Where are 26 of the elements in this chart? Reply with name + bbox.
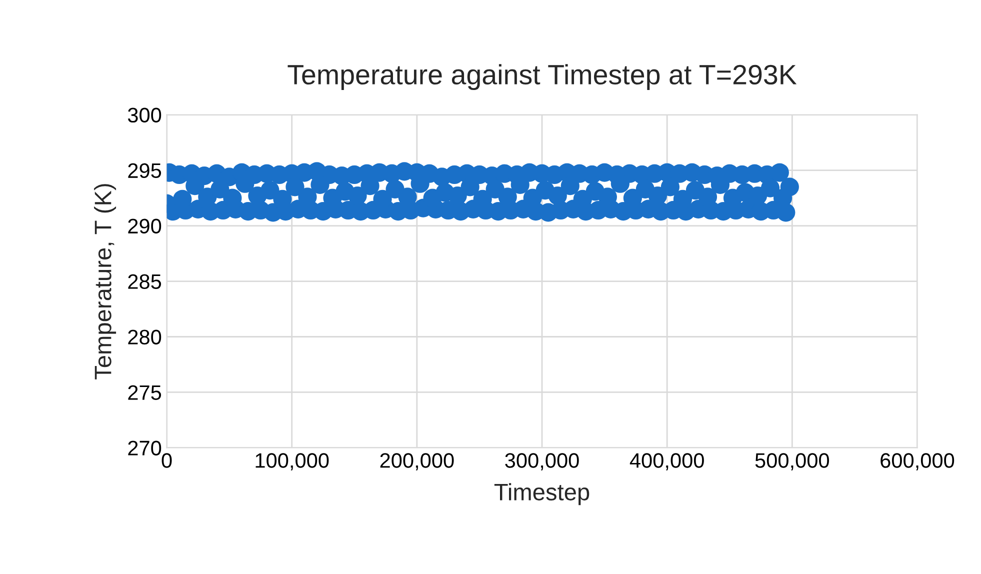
point [760, 178, 780, 198]
y-tick-label: 285 [128, 274, 162, 290]
point [210, 180, 230, 198]
chart-title: Temperature against Timestep at T=293K [288, 64, 797, 90]
point [260, 180, 280, 200]
x-tick-label: 200,000 [380, 453, 454, 470]
x-tick-label: 0 [162, 453, 172, 468]
x-axis-title: Timestep [494, 483, 590, 506]
x-tick-label: 100,000 [256, 453, 329, 470]
y-axis-title: Temperature, T (K) [94, 184, 116, 380]
y-tick-label: 295 [128, 163, 162, 178]
y-tick-label: 280 [128, 330, 162, 344]
point [648, 186, 668, 206]
point [448, 186, 467, 206]
point [286, 178, 304, 196]
y-tick-label: 275 [128, 385, 162, 400]
y-tick-label: 300 [128, 108, 162, 123]
x-tick-label: 500,000 [755, 453, 829, 470]
x-tick-label: 400,000 [630, 453, 704, 470]
point [660, 178, 680, 196]
point [548, 186, 567, 206]
x-tick-label: 600,000 [880, 453, 954, 470]
point [348, 186, 367, 206]
x-tick-label: 300,000 [505, 453, 579, 470]
y-tick-label: 270 [128, 440, 162, 456]
y-tick-label: 290 [128, 218, 162, 234]
